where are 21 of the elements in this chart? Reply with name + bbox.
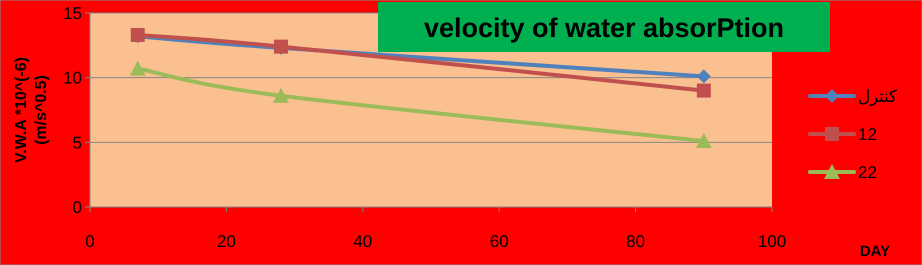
y-tick-label: 5 xyxy=(72,133,82,152)
point xyxy=(696,84,711,98)
x-tick-label: 60 xyxy=(490,232,509,251)
y-axis-title: V.W.A *10^(-6) (m/s^0.5) xyxy=(13,57,50,163)
x-axis-title: DAY xyxy=(860,243,890,260)
x-tick-label: 0 xyxy=(85,232,95,251)
x-tick-label: 100 xyxy=(758,232,786,251)
chart-title: velocity of water absorPtion xyxy=(424,13,784,43)
y-tick-label: 0 xyxy=(72,198,82,217)
x-tick-label: 40 xyxy=(353,232,372,251)
point xyxy=(696,133,712,148)
x-tick-label: 20 xyxy=(216,232,236,251)
y-tick-label: 15 xyxy=(63,4,82,23)
legend-label: 12 xyxy=(858,125,877,144)
y-tick-label: 10 xyxy=(63,68,82,88)
legend-label: كنترل xyxy=(858,87,898,107)
x-tick-label: 80 xyxy=(626,232,646,251)
point xyxy=(696,69,711,84)
point xyxy=(272,88,289,103)
legend-label: 22 xyxy=(858,163,877,182)
point xyxy=(130,60,146,76)
